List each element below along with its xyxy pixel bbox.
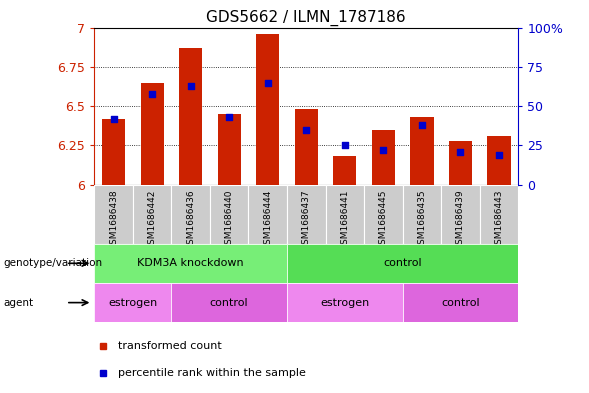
Bar bbox=[94, 283, 171, 322]
Bar bbox=[333, 156, 356, 185]
Point bbox=[186, 83, 196, 89]
Bar bbox=[179, 48, 202, 185]
Bar bbox=[411, 117, 434, 185]
Bar bbox=[488, 136, 511, 185]
Text: estrogen: estrogen bbox=[108, 298, 157, 308]
Point bbox=[263, 79, 273, 86]
Text: GSM1686436: GSM1686436 bbox=[186, 189, 195, 250]
Bar bbox=[403, 185, 441, 244]
Bar bbox=[217, 114, 241, 185]
Bar bbox=[287, 283, 403, 322]
Bar bbox=[287, 244, 518, 283]
Bar bbox=[94, 244, 287, 283]
Bar bbox=[94, 185, 133, 244]
Bar bbox=[294, 109, 318, 185]
Bar bbox=[287, 185, 326, 244]
Point bbox=[224, 114, 234, 120]
Text: transformed count: transformed count bbox=[118, 340, 221, 351]
Bar bbox=[256, 34, 279, 185]
Title: GDS5662 / ILMN_1787186: GDS5662 / ILMN_1787186 bbox=[207, 10, 406, 26]
Text: control: control bbox=[210, 298, 249, 308]
Text: KDM3A knockdown: KDM3A knockdown bbox=[137, 258, 244, 268]
Point bbox=[456, 149, 465, 155]
Text: GSM1686438: GSM1686438 bbox=[109, 189, 118, 250]
Point bbox=[109, 116, 118, 122]
Bar bbox=[249, 185, 287, 244]
Point bbox=[340, 142, 349, 149]
Text: GSM1686443: GSM1686443 bbox=[495, 189, 504, 250]
Bar bbox=[441, 185, 480, 244]
Text: control: control bbox=[383, 258, 422, 268]
Point bbox=[147, 90, 157, 97]
Bar bbox=[210, 185, 249, 244]
Text: control: control bbox=[441, 298, 480, 308]
Bar bbox=[102, 119, 125, 185]
Text: GSM1686439: GSM1686439 bbox=[456, 189, 465, 250]
Text: agent: agent bbox=[3, 298, 33, 308]
Text: percentile rank within the sample: percentile rank within the sample bbox=[118, 368, 306, 378]
Bar bbox=[364, 185, 403, 244]
Bar bbox=[171, 283, 287, 322]
Text: GSM1686435: GSM1686435 bbox=[418, 189, 426, 250]
Text: GSM1686437: GSM1686437 bbox=[302, 189, 311, 250]
Text: GSM1686444: GSM1686444 bbox=[263, 189, 272, 250]
Text: estrogen: estrogen bbox=[320, 298, 369, 308]
Bar bbox=[372, 130, 395, 185]
Point bbox=[417, 122, 426, 128]
Point bbox=[379, 147, 388, 153]
Bar bbox=[171, 185, 210, 244]
Bar bbox=[480, 185, 518, 244]
Point bbox=[494, 152, 504, 158]
Point bbox=[302, 127, 311, 133]
Bar bbox=[449, 141, 472, 185]
Text: genotype/variation: genotype/variation bbox=[3, 258, 102, 268]
Bar bbox=[403, 283, 518, 322]
Text: GSM1686442: GSM1686442 bbox=[148, 189, 157, 250]
Bar bbox=[326, 185, 364, 244]
Bar bbox=[133, 185, 171, 244]
Bar bbox=[141, 83, 164, 185]
Text: GSM1686440: GSM1686440 bbox=[224, 189, 234, 250]
Text: GSM1686441: GSM1686441 bbox=[340, 189, 349, 250]
Text: GSM1686445: GSM1686445 bbox=[379, 189, 388, 250]
